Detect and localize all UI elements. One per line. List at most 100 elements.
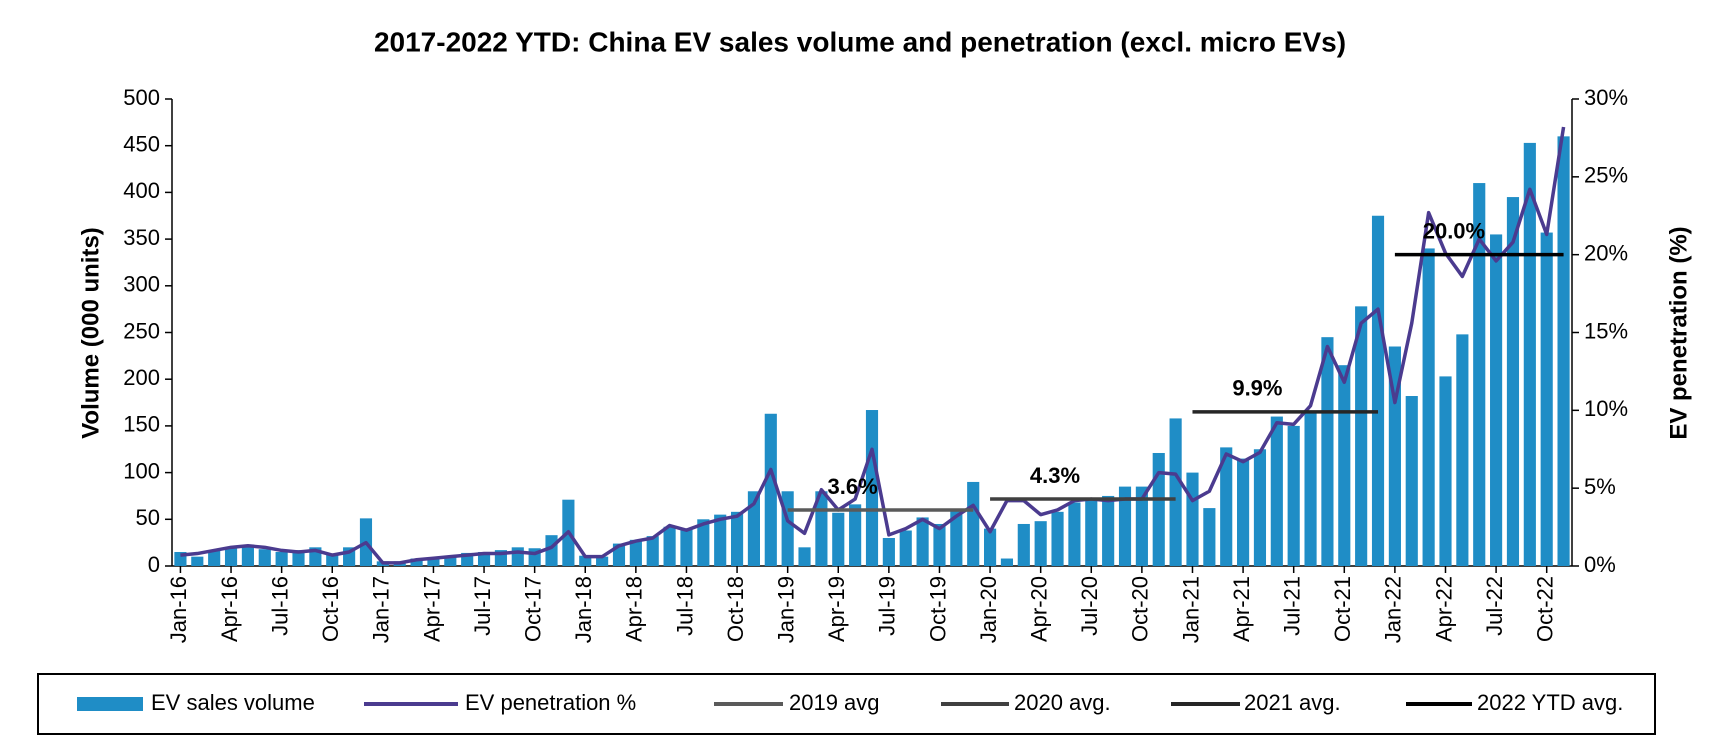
bar <box>1439 376 1452 566</box>
bar <box>292 550 305 566</box>
x-tick-label: Apr-20 <box>1026 576 1051 642</box>
legend-label: EV penetration % <box>465 690 636 715</box>
bar <box>1304 411 1317 566</box>
legend-label: 2021 avg. <box>1244 690 1341 715</box>
bar <box>241 545 254 566</box>
bar <box>1034 521 1047 566</box>
x-tick-label: Apr-17 <box>419 576 444 642</box>
bar <box>1371 215 1385 566</box>
y-tick-label: 250 <box>123 318 160 343</box>
y-tick-label: 0 <box>148 552 160 577</box>
bar <box>1540 232 1553 566</box>
bar <box>1118 486 1132 566</box>
bar <box>1169 418 1182 566</box>
bar <box>882 537 895 566</box>
average-label: 9.9% <box>1232 376 1282 401</box>
x-tick-label: Oct-22 <box>1533 576 1558 642</box>
y-tick-label: 200 <box>123 365 160 390</box>
x-tick-label: Apr-21 <box>1229 576 1254 642</box>
bar <box>1506 197 1520 566</box>
bar <box>275 551 288 566</box>
legend-label: 2022 YTD avg. <box>1477 690 1623 715</box>
y2-axis-title: EV penetration (%) <box>1665 226 1692 439</box>
bar <box>899 530 912 566</box>
x-tick-label: Oct-20 <box>1128 576 1153 642</box>
bar <box>1135 486 1148 566</box>
x-tick-label: Apr-18 <box>622 576 647 642</box>
y-tick-label: 150 <box>123 412 160 437</box>
bar <box>1017 523 1030 566</box>
bar <box>1220 447 1233 566</box>
bar <box>1490 234 1503 566</box>
bar <box>933 523 946 566</box>
x-tick-label: Jan-17 <box>369 576 394 643</box>
bar <box>1523 142 1536 566</box>
bar <box>1085 500 1098 566</box>
bar <box>579 555 592 566</box>
y-tick-label: 300 <box>123 272 160 297</box>
x-tick-label: Oct-21 <box>1330 576 1355 642</box>
bar <box>663 526 676 566</box>
bar <box>697 519 710 566</box>
y2-tick-label: 20% <box>1584 240 1628 265</box>
y-tick-label: 50 <box>136 505 160 530</box>
x-tick-label: Oct-19 <box>925 576 950 642</box>
bar <box>258 549 271 566</box>
x-tick-label: Jan-16 <box>166 576 191 643</box>
bar <box>832 512 845 566</box>
y-tick-label: 500 <box>123 85 160 110</box>
y-axis-title: Volume (000 units) <box>77 227 104 439</box>
x-tick-label: Apr-22 <box>1431 576 1456 642</box>
legend-label: EV sales volume <box>151 690 315 715</box>
bar <box>444 555 457 566</box>
bar <box>1051 511 1064 566</box>
bar <box>798 547 811 566</box>
y-tick-label: 400 <box>123 178 160 203</box>
bar <box>916 517 929 566</box>
x-tick-label: Jul-16 <box>267 576 292 636</box>
bar <box>224 547 238 566</box>
bar <box>191 556 204 566</box>
bar <box>208 550 221 566</box>
bar <box>1473 183 1486 566</box>
x-tick-label: Apr-16 <box>217 576 242 642</box>
bar <box>764 413 777 566</box>
y2-tick-label: 30% <box>1584 85 1628 110</box>
chart-title: 2017-2022 YTD: China EV sales volume and… <box>374 26 1346 57</box>
bar <box>596 556 609 566</box>
bar <box>326 553 339 566</box>
bar <box>1355 306 1368 566</box>
bar <box>410 558 423 566</box>
bar <box>730 511 744 566</box>
bar <box>1270 416 1283 566</box>
x-tick-label: Jan-22 <box>1381 576 1406 643</box>
bar <box>680 528 693 566</box>
bar <box>1388 346 1401 566</box>
x-tick-label: Jul-19 <box>875 576 900 636</box>
x-tick-label: Jan-19 <box>773 576 798 643</box>
legend-label: 2020 avg. <box>1014 690 1111 715</box>
x-tick-label: Jan-20 <box>976 576 1001 643</box>
legend-box <box>37 673 1656 735</box>
x-tick-label: Oct-17 <box>520 576 545 642</box>
y-tick-label: 100 <box>123 458 160 483</box>
bar <box>747 491 760 566</box>
bar <box>511 547 524 566</box>
bar <box>1287 425 1300 566</box>
x-tick-label: Apr-19 <box>824 576 849 642</box>
y-tick-label: 350 <box>123 225 160 250</box>
bar <box>1253 449 1267 566</box>
x-tick-label: Jul-21 <box>1279 576 1304 636</box>
bar <box>1186 472 1199 566</box>
x-tick-label: Jul-18 <box>672 576 697 636</box>
bar <box>950 509 963 566</box>
bar <box>1422 248 1435 566</box>
x-tick-label: Jan-18 <box>571 576 596 643</box>
bar <box>1405 396 1418 566</box>
bar <box>1557 136 1570 567</box>
x-tick-label: Oct-16 <box>318 576 343 642</box>
y2-tick-label: 10% <box>1584 396 1628 421</box>
bar <box>1203 508 1216 566</box>
bar <box>1000 558 1014 566</box>
